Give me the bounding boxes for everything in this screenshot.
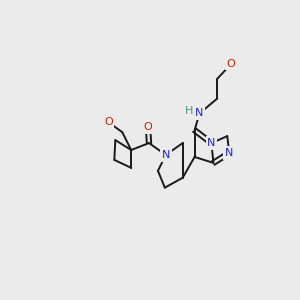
Text: N: N: [207, 138, 216, 148]
Text: O: O: [144, 122, 152, 132]
Text: O: O: [227, 59, 236, 69]
Text: H: H: [184, 106, 193, 116]
Text: N: N: [195, 108, 204, 118]
Text: O: O: [104, 117, 113, 127]
Text: N: N: [225, 148, 233, 158]
Text: N: N: [162, 150, 170, 160]
